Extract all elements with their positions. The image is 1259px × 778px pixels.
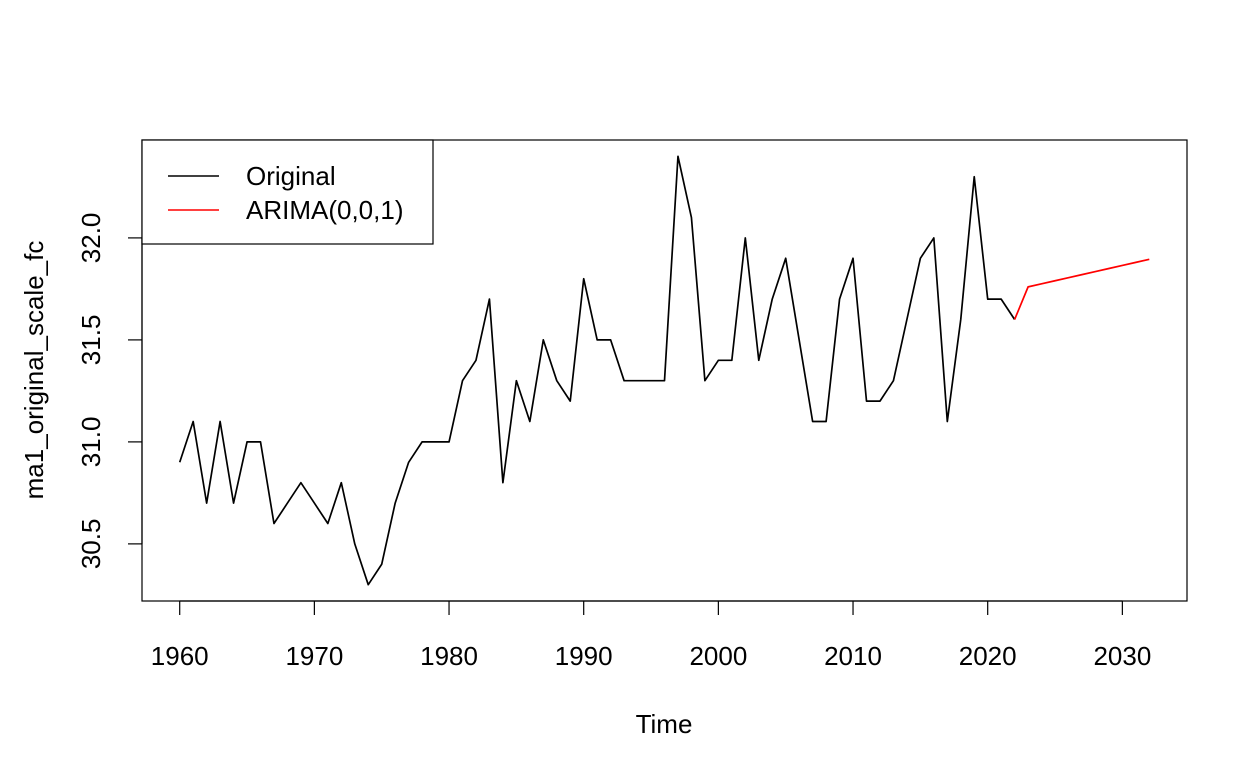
x-tick-label: 1980: [420, 641, 478, 671]
x-axis-label: Time: [636, 709, 693, 739]
x-axis: 1960 1970 1980 1990 2000 2010 2020 2030: [151, 600, 1151, 671]
y-axis: 30.5 31.0 31.5 32.0: [76, 213, 143, 570]
x-tick-label: 1960: [151, 641, 209, 671]
series-line-arima: [1013, 258, 1150, 320]
y-tick-label: 30.5: [76, 519, 106, 570]
x-tick-label: 2030: [1093, 641, 1151, 671]
x-tick-label: 2020: [959, 641, 1017, 671]
x-tick-label: 1970: [285, 641, 343, 671]
legend-box: [141, 139, 434, 245]
y-tick-label: 31.0: [76, 417, 106, 468]
legend-label-original: Original: [246, 161, 336, 191]
y-tick-label: 32.0: [76, 213, 106, 264]
series-line-original: [178, 155, 1016, 586]
x-tick-label: 2010: [824, 641, 882, 671]
plot-lines: [178, 155, 1150, 586]
y-tick-label: 31.5: [76, 315, 106, 366]
legend-label-arima: ARIMA(0,0,1): [246, 195, 404, 225]
x-tick-label: 2000: [689, 641, 747, 671]
y-axis-label: ma1_original_scale_fc: [19, 241, 49, 500]
x-tick-label: 1990: [555, 641, 613, 671]
legend: Original ARIMA(0,0,1): [141, 139, 434, 245]
